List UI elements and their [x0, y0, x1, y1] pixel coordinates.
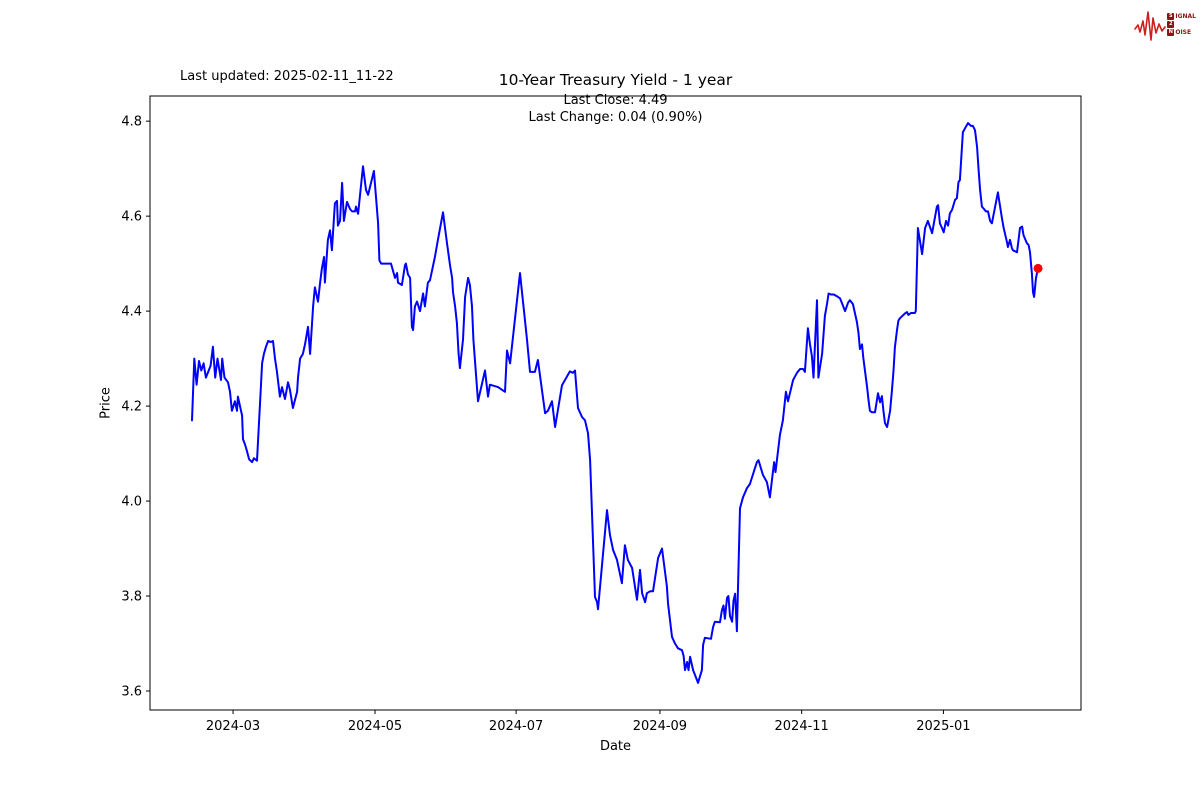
price-series-line — [191, 122, 1040, 684]
subtitle-last-close: Last Close: 4.49 — [563, 93, 668, 108]
y-tick-label: 4.0 — [121, 495, 142, 510]
x-axis-label: Date — [599, 739, 632, 754]
y-tick-label: 4.2 — [121, 400, 142, 415]
y-tick-label: 4.4 — [121, 305, 142, 320]
logo-letter-n: N — [1167, 28, 1175, 36]
y-tick-label: 4.8 — [121, 115, 142, 130]
y-tick-label: 3.8 — [121, 590, 142, 605]
heartbeat-waveform-icon — [1134, 11, 1167, 41]
last-point-marker — [1033, 263, 1043, 273]
logo-text: S IGNAL 2 N OISE — [1167, 12, 1196, 36]
last-updated-text: Last updated: 2025-02-11_11-22 — [180, 69, 394, 84]
x-tick-label: 2024-11 — [775, 719, 829, 734]
chart-title: 10-Year Treasury Yield - 1 year — [498, 71, 733, 89]
logo-digit-2: 2 — [1167, 20, 1175, 28]
x-tick-label: 2024-03 — [206, 719, 260, 734]
plot-frame — [149, 95, 1082, 711]
subtitle-last-change: Last Change: 0.04 (0.90%) — [528, 110, 703, 125]
signal2noise-logo: S IGNAL 2 N OISE — [1134, 4, 1196, 44]
x-tick-label: 2024-05 — [348, 719, 402, 734]
x-tick-label: 2025-01 — [916, 719, 970, 734]
logo-word-ignal: IGNAL — [1175, 12, 1196, 20]
logo-word-oise: OISE — [1175, 28, 1192, 36]
logo-letter-s: S — [1167, 12, 1175, 20]
y-tick-label: 4.6 — [121, 210, 142, 225]
x-tick-label: 2024-09 — [633, 719, 687, 734]
x-tick-label: 2024-07 — [489, 719, 543, 734]
y-tick-label: 3.6 — [121, 685, 142, 700]
